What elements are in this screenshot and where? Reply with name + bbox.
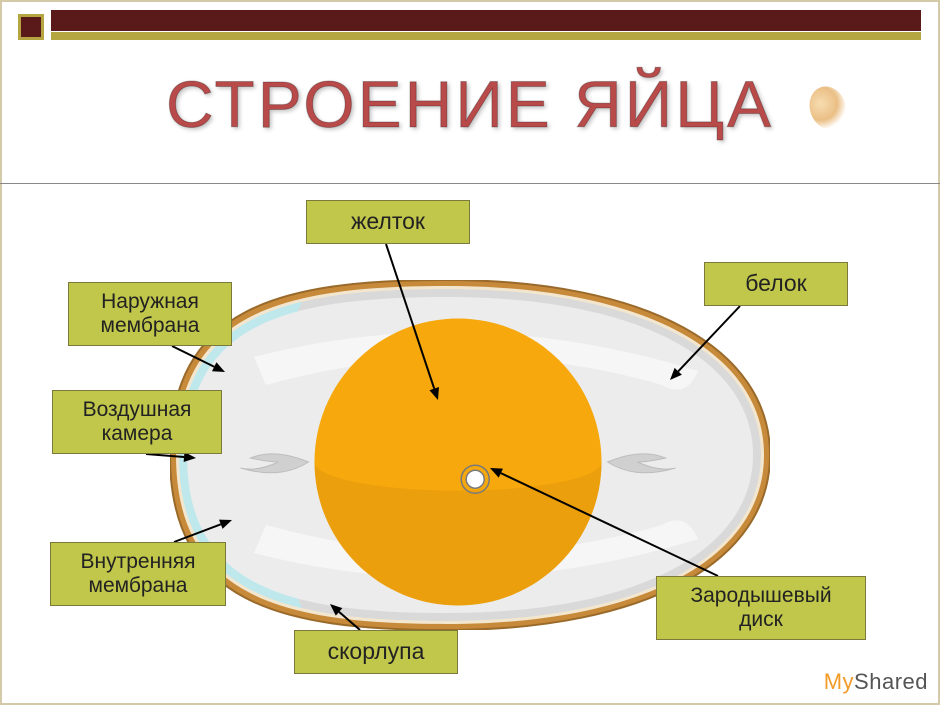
label-shell: скорлупа <box>294 630 458 674</box>
watermark-prefix: My <box>824 669 854 694</box>
label-germ-disc: Зародышевый диск <box>656 576 866 640</box>
label-outer-membrane: Наружная мембрана <box>68 282 232 346</box>
stage: СТРОЕНИЕ ЯЙЦА <box>0 0 940 705</box>
watermark: MyShared <box>824 669 928 695</box>
label-albumen: белок <box>704 262 848 306</box>
label-inner-membrane: Внутренняя мембрана <box>50 542 226 606</box>
label-air-cell: Воздушная камера <box>52 390 222 454</box>
watermark-suffix: Shared <box>854 669 928 694</box>
label-yolk: желток <box>306 200 470 244</box>
